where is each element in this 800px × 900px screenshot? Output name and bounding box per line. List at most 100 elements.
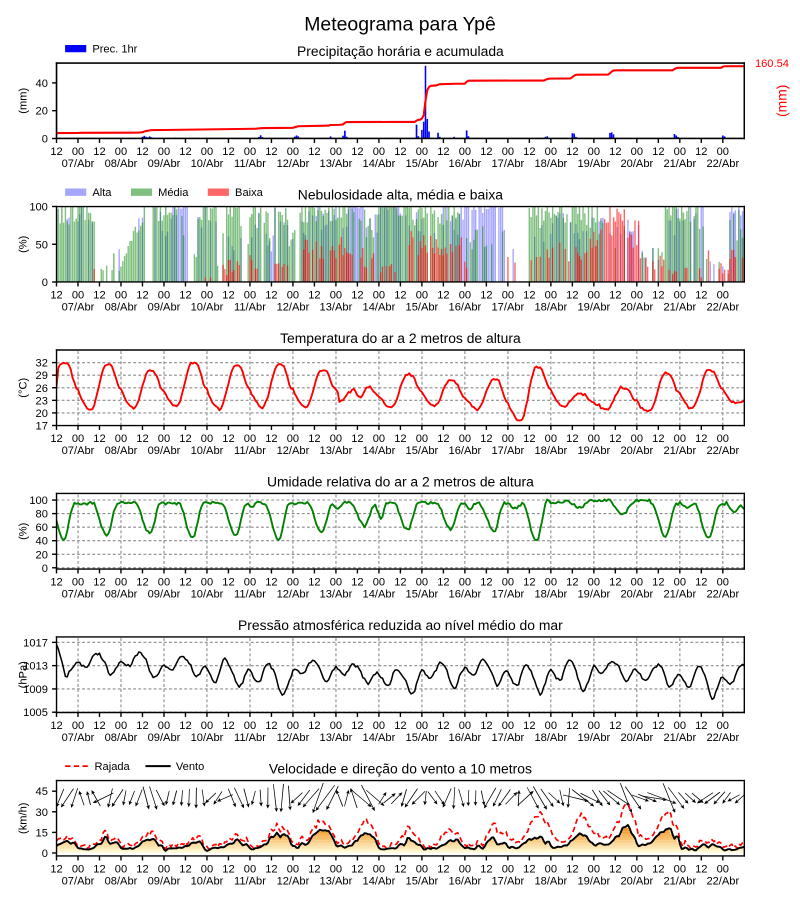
svg-text:12: 12	[50, 290, 62, 302]
svg-text:13/Abr: 13/Abr	[320, 158, 353, 170]
svg-text:00: 00	[588, 577, 600, 589]
svg-text:12: 12	[566, 433, 578, 445]
svg-text:00: 00	[674, 433, 686, 445]
svg-text:22/Abr: 22/Abr	[706, 876, 739, 888]
svg-text:12: 12	[523, 864, 535, 876]
svg-text:00: 00	[631, 146, 643, 158]
svg-text:1005: 1005	[23, 707, 48, 719]
svg-text:00: 00	[416, 290, 428, 302]
svg-text:00: 00	[115, 433, 127, 445]
svg-text:12: 12	[437, 720, 449, 732]
svg-text:Prec. 1hr: Prec. 1hr	[92, 44, 137, 56]
svg-text:00: 00	[244, 146, 256, 158]
svg-text:12: 12	[652, 290, 664, 302]
svg-text:08/Abr: 08/Abr	[105, 302, 138, 314]
svg-text:12: 12	[50, 864, 62, 876]
svg-text:12: 12	[50, 146, 62, 158]
svg-text:00: 00	[588, 864, 600, 876]
svg-text:15: 15	[36, 827, 48, 839]
svg-text:18/Abr: 18/Abr	[534, 732, 567, 744]
svg-text:1009: 1009	[23, 684, 48, 696]
svg-text:00: 00	[545, 577, 557, 589]
svg-text:00: 00	[545, 433, 557, 445]
svg-text:20/Abr: 20/Abr	[620, 445, 653, 457]
svg-text:14/Abr: 14/Abr	[363, 876, 396, 888]
svg-text:12: 12	[222, 290, 234, 302]
svg-text:12: 12	[609, 864, 621, 876]
svg-text:00: 00	[545, 290, 557, 302]
svg-text:17: 17	[36, 421, 48, 433]
svg-text:12: 12	[351, 577, 363, 589]
svg-text:12: 12	[179, 433, 191, 445]
svg-text:26: 26	[36, 383, 48, 395]
svg-text:11/Abr: 11/Abr	[234, 732, 266, 744]
svg-text:00: 00	[72, 577, 84, 589]
svg-text:08/Abr: 08/Abr	[105, 732, 138, 744]
svg-text:12: 12	[265, 433, 277, 445]
svg-text:00: 00	[330, 577, 342, 589]
svg-text:00: 00	[502, 290, 514, 302]
svg-text:12: 12	[222, 146, 234, 158]
svg-text:19/Abr: 19/Abr	[577, 158, 610, 170]
svg-text:12: 12	[308, 720, 320, 732]
svg-text:00: 00	[459, 720, 471, 732]
svg-text:12: 12	[265, 577, 277, 589]
svg-text:09/Abr: 09/Abr	[148, 302, 181, 314]
svg-text:12: 12	[136, 146, 148, 158]
svg-text:12: 12	[394, 864, 406, 876]
svg-text:21/Abr: 21/Abr	[663, 302, 696, 314]
svg-text:Precipitação horária e acumula: Precipitação horária e acumulada	[297, 43, 504, 59]
svg-text:12: 12	[222, 720, 234, 732]
svg-text:00: 00	[502, 433, 514, 445]
svg-text:Vento: Vento	[176, 761, 204, 773]
svg-text:0: 0	[42, 277, 48, 289]
svg-text:19/Abr: 19/Abr	[577, 876, 610, 888]
svg-text:Nebulosidade alta, média e bai: Nebulosidade alta, média e baixa	[298, 187, 503, 203]
svg-text:1017: 1017	[23, 637, 48, 649]
svg-text:(hPa): (hPa)	[18, 661, 30, 688]
svg-text:12: 12	[695, 290, 707, 302]
svg-text:22/Abr: 22/Abr	[706, 302, 739, 314]
svg-text:12: 12	[480, 577, 492, 589]
svg-text:00: 00	[502, 146, 514, 158]
svg-text:08/Abr: 08/Abr	[105, 158, 138, 170]
svg-text:00: 00	[416, 720, 428, 732]
svg-text:00: 00	[287, 864, 299, 876]
svg-text:1013: 1013	[23, 661, 48, 673]
svg-text:11/Abr: 11/Abr	[234, 158, 266, 170]
svg-text:15/Abr: 15/Abr	[406, 302, 439, 314]
svg-text:00: 00	[115, 290, 127, 302]
svg-text:0: 0	[42, 134, 48, 146]
svg-text:00: 00	[631, 577, 643, 589]
svg-text:12/Abr: 12/Abr	[277, 158, 310, 170]
svg-text:00: 00	[416, 577, 428, 589]
svg-text:30: 30	[36, 807, 48, 819]
svg-text:12: 12	[308, 864, 320, 876]
svg-text:00: 00	[287, 290, 299, 302]
svg-text:12: 12	[437, 433, 449, 445]
svg-text:00: 00	[330, 864, 342, 876]
svg-text:00: 00	[674, 864, 686, 876]
svg-text:12: 12	[480, 864, 492, 876]
svg-text:15/Abr: 15/Abr	[406, 589, 439, 601]
svg-text:(°C): (°C)	[18, 378, 30, 398]
svg-text:00: 00	[287, 146, 299, 158]
svg-text:14/Abr: 14/Abr	[363, 302, 396, 314]
svg-text:18/Abr: 18/Abr	[534, 589, 567, 601]
svg-text:19/Abr: 19/Abr	[577, 302, 610, 314]
svg-text:Pressão atmosférica reduzida a: Pressão atmosférica reduzida ao nível mé…	[238, 617, 563, 633]
svg-text:11/Abr: 11/Abr	[234, 876, 266, 888]
svg-text:00: 00	[588, 433, 600, 445]
svg-text:12: 12	[93, 290, 105, 302]
svg-text:12/Abr: 12/Abr	[277, 445, 310, 457]
svg-text:12: 12	[480, 290, 492, 302]
svg-text:Velocidade e direção do vento: Velocidade e direção do vento a 10 metro…	[269, 761, 532, 777]
svg-text:00: 00	[244, 290, 256, 302]
svg-text:12: 12	[394, 146, 406, 158]
svg-text:11/Abr: 11/Abr	[234, 589, 266, 601]
svg-text:00: 00	[287, 433, 299, 445]
svg-text:17/Abr: 17/Abr	[492, 732, 525, 744]
svg-text:12: 12	[566, 146, 578, 158]
svg-text:12: 12	[50, 577, 62, 589]
svg-text:12: 12	[695, 864, 707, 876]
